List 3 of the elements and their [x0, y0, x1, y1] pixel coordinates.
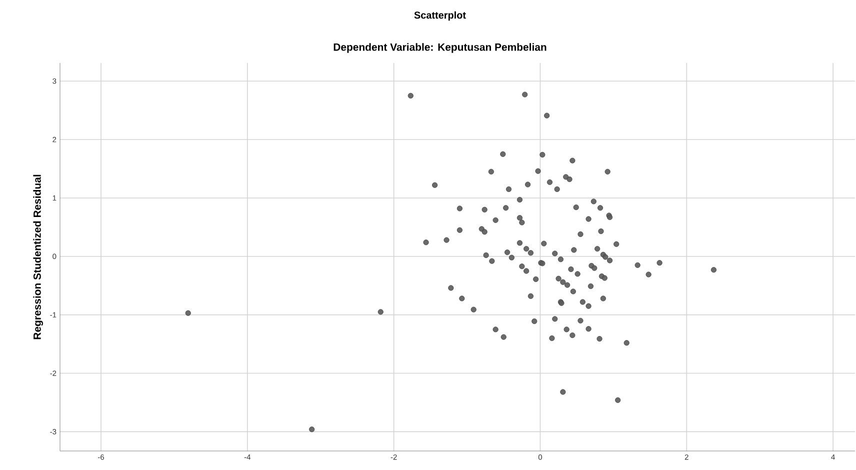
- chart-title: Scatterplot: [414, 11, 466, 21]
- y-axis-title: Regression Studentized Residual: [33, 174, 44, 340]
- chart-subtitle: Dependent Variable: Keputusan Pembelian: [334, 43, 546, 53]
